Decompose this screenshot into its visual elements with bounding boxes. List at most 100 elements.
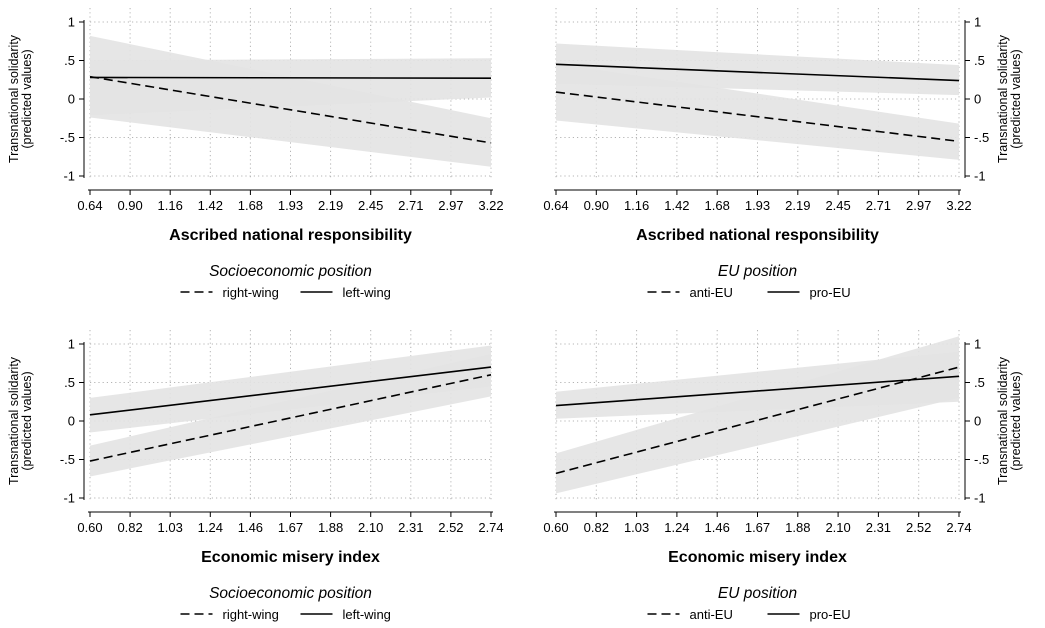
legend-label: left-wing xyxy=(343,285,391,300)
x-tick-label: 2.10 xyxy=(358,520,383,535)
ci-band-left-wing xyxy=(90,58,491,116)
chart-panel-2: 1 .5 0 -.5 -1 Transnational solidarity (predic… xyxy=(543,8,1023,300)
x-tick-label: 2.19 xyxy=(318,198,343,213)
y-tick-label: -1 xyxy=(974,491,986,506)
legend-title: EU position xyxy=(718,585,797,602)
series-line-right-wing xyxy=(89,374,492,462)
y-tick-label: .5 xyxy=(974,375,985,390)
y-tick-label: -1 xyxy=(974,169,986,184)
y-axis-label: (predicted values) xyxy=(20,49,34,148)
legend-title: Socioeconomic position xyxy=(209,263,372,280)
x-tick-label: 0.82 xyxy=(117,520,142,535)
y-axis: 1 .5 0 -.5 -1 xyxy=(60,15,85,184)
x-tick-label: 3.22 xyxy=(478,198,503,213)
x-axis-label: Ascribed national responsibility xyxy=(636,227,879,244)
y-axis-label: (predicted values) xyxy=(1009,371,1023,470)
x-tick-label: 1.93 xyxy=(278,198,303,213)
x-axis: 0.64 0.90 1.16 1.42 1.68 1.93 2.19 2.45 2.71 2.97… xyxy=(77,189,504,213)
y-tick-label: -.5 xyxy=(60,452,75,467)
x-tick-label: 3.22 xyxy=(946,198,971,213)
y-tick-label: 0 xyxy=(974,414,981,429)
x-tick-label: 2.31 xyxy=(866,520,891,535)
x-tick-label: 1.93 xyxy=(745,198,770,213)
y-axis-label: Transnational solidarity xyxy=(996,356,1010,485)
x-tick-label: 1.88 xyxy=(318,520,343,535)
y-axis: 1 .5 0 -.5 -1 xyxy=(964,15,989,184)
x-tick-label: 2.71 xyxy=(398,198,423,213)
legend: Socioeconomic position right-wing left-win… xyxy=(180,585,391,622)
legend-title: Socioeconomic position xyxy=(209,585,372,602)
x-tick-label: 2.45 xyxy=(825,198,850,213)
x-tick-label: 0.90 xyxy=(584,198,609,213)
y-axis: 1 .5 0 -.5 -1 xyxy=(60,337,85,506)
x-tick-label: 1.24 xyxy=(198,520,223,535)
y-tick-label: 1 xyxy=(974,15,981,30)
legend-label: right-wing xyxy=(223,607,279,622)
y-tick-label: -.5 xyxy=(974,130,989,145)
x-tick-label: 1.46 xyxy=(238,520,263,535)
x-axis-label: Economic misery index xyxy=(201,549,380,566)
x-tick-label: 2.74 xyxy=(478,520,503,535)
legend-label: anti-EU xyxy=(690,285,733,300)
y-tick-label: 0 xyxy=(974,92,981,107)
x-axis: 0.64 0.90 1.16 1.42 1.68 1.93 2.19 2.45 2.71 2.97… xyxy=(543,189,972,213)
y-axis-label: (predicted values) xyxy=(1009,49,1023,148)
x-tick-label: 2.52 xyxy=(906,520,931,535)
x-tick-label: 0.60 xyxy=(543,520,568,535)
chart-panel-3: 1 .5 0 -.5 -1 Transnational solidarity (predic… xyxy=(7,330,504,622)
x-tick-label: 1.88 xyxy=(785,520,810,535)
y-tick-label: -.5 xyxy=(974,452,989,467)
y-tick-label: 0 xyxy=(68,92,75,107)
ci-band-anti-EU xyxy=(556,63,959,160)
y-tick-label: 1 xyxy=(68,15,75,30)
x-tick-label: 1.03 xyxy=(158,520,183,535)
legend: EU position anti-EU pro-EU xyxy=(647,585,851,622)
x-tick-label: 2.71 xyxy=(866,198,891,213)
x-tick-label: 2.45 xyxy=(358,198,383,213)
x-tick-label: 0.82 xyxy=(584,520,609,535)
y-axis-label: Transnational solidarity xyxy=(7,34,21,163)
legend-title: EU position xyxy=(718,263,797,280)
y-tick-label: -1 xyxy=(63,491,75,506)
chart-panel-4: 1 .5 0 -.5 -1 Transnational solidarity (predic… xyxy=(543,330,1023,622)
x-tick-label: 1.67 xyxy=(745,520,770,535)
series-line-pro-EU xyxy=(555,375,960,407)
x-tick-label: 1.68 xyxy=(705,198,730,213)
x-tick-label: 2.52 xyxy=(438,520,463,535)
x-tick-label: 1.42 xyxy=(664,198,689,213)
legend: EU position anti-EU pro-EU xyxy=(647,263,851,300)
x-tick-label: 1.16 xyxy=(624,198,649,213)
x-tick-label: 0.64 xyxy=(543,198,568,213)
y-tick-label: 1 xyxy=(68,337,75,352)
y-tick-label: .5 xyxy=(64,53,75,68)
x-tick-label: 0.64 xyxy=(77,198,102,213)
y-axis: 1 .5 0 -.5 -1 xyxy=(964,337,989,506)
series-line-left-wing xyxy=(89,366,492,416)
x-tick-label: 0.90 xyxy=(117,198,142,213)
series-line-right-wing xyxy=(89,75,492,144)
y-tick-label: 0 xyxy=(68,414,75,429)
x-tick-label: 1.24 xyxy=(664,520,689,535)
x-tick-label: 2.10 xyxy=(825,520,850,535)
x-tick-label: 2.31 xyxy=(398,520,423,535)
y-axis-label: (predicted values) xyxy=(20,371,34,470)
x-tick-label: 0.60 xyxy=(77,520,102,535)
y-axis-label: Transnational solidarity xyxy=(7,356,21,485)
series-line-anti-EU xyxy=(555,91,960,143)
x-tick-label: 1.42 xyxy=(198,198,223,213)
x-tick-label: 2.97 xyxy=(438,198,463,213)
ci-band-left-wing xyxy=(90,345,491,433)
y-tick-label: .5 xyxy=(64,375,75,390)
legend-label: pro-EU xyxy=(810,607,851,622)
legend-label: pro-EU xyxy=(810,285,851,300)
legend-label: left-wing xyxy=(343,607,391,622)
x-tick-label: 1.68 xyxy=(238,198,263,213)
ci-band-pro-EU xyxy=(556,351,959,419)
x-tick-label: 1.16 xyxy=(158,198,183,213)
x-axis: 0.60 0.82 1.03 1.24 1.46 1.67 1.88 2.10 2.31 2.52… xyxy=(543,511,972,535)
series-line-pro-EU xyxy=(555,63,960,82)
x-axis-label: Ascribed national responsibility xyxy=(169,227,412,244)
legend-label: anti-EU xyxy=(690,607,733,622)
y-tick-label: -1 xyxy=(63,169,75,184)
